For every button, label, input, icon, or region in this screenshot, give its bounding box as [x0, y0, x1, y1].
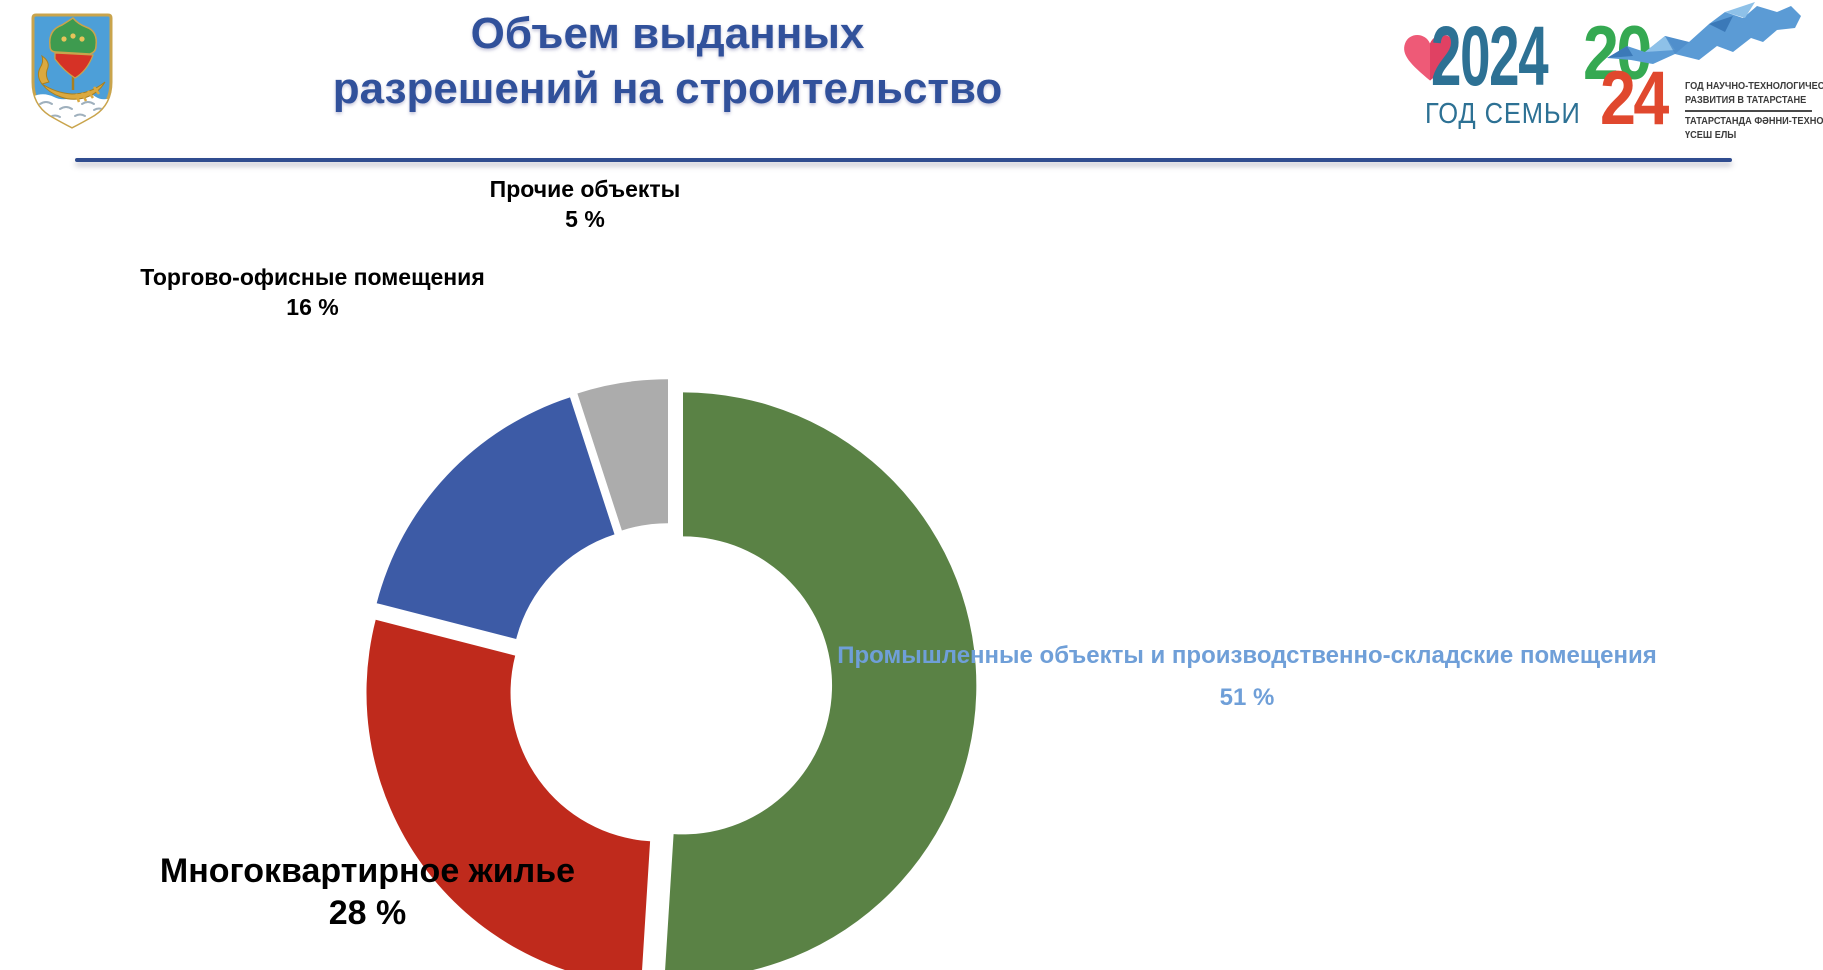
scitech-caption-line2: РАЗВИТИЯ В ТАТАРСТАНЕ [1685, 94, 1807, 106]
label-retail-office-percent: 16 % [286, 294, 339, 320]
page-title-line2: разрешений на строительство [332, 64, 1003, 113]
family-year-logo: 2024 ГОД СЕМЬИ [1395, 14, 1650, 140]
label-industrial-percent: 51 % [1219, 684, 1275, 711]
doughnut-slice-2 [376, 397, 615, 639]
label-retail-office-text: Торгово-офисные помещения [140, 264, 485, 290]
label-industrial: Промышленные объекты и производственно-с… [802, 641, 1692, 713]
doughnut-slice-1 [366, 619, 651, 970]
scitech-digits-24: 24 [1600, 56, 1669, 141]
page-title-line1: Объем выданных [470, 9, 865, 58]
family-year-number: 2024 [1431, 9, 1549, 103]
winged-leopard-icon [1607, 2, 1801, 64]
heart-icon [1404, 35, 1456, 81]
scitech-year-logo: 20 24 ГОД НАУЧНО-ТЕХНОЛОГИЧЕСКОГО РАЗВИТ… [1570, 0, 1823, 148]
family-year-caption: ГОД СЕМЬИ [1425, 98, 1581, 130]
header-divider [75, 158, 1732, 162]
doughnut-chart [366, 379, 977, 970]
label-other-objects-percent: 5 % [565, 206, 605, 232]
label-other-objects-text: Прочие объекты [489, 176, 681, 202]
scitech-caption-line1: ГОД НАУЧНО-ТЕХНОЛОГИЧЕСКОГО [1685, 81, 1823, 92]
page-title: Объем выданных разрешений на строительст… [295, 6, 1040, 116]
label-retail-office: Торгово-офисные помещения 16 % [110, 262, 515, 322]
scitech-caption-divider [1685, 110, 1812, 112]
scitech-caption: ГОД НАУЧНО-ТЕХНОЛОГИЧЕСКОГО РАЗВИТИЯ В Т… [1685, 80, 1823, 142]
label-apartment-housing: Многоквартирное жилье 28 % [115, 850, 620, 934]
label-other-objects: Прочие объекты 5 % [435, 174, 735, 234]
doughnut-slice-3 [577, 379, 668, 531]
label-industrial-text: Промышленные объекты и производственно-с… [837, 642, 1657, 669]
doughnut-slice-0 [665, 392, 977, 970]
label-apartment-housing-percent: 28 % [328, 894, 407, 932]
label-apartment-housing-text: Многоквартирное жилье [159, 852, 576, 890]
scitech-caption-line4: ҮСЕШ ЕЛЫ [1685, 129, 1737, 141]
scitech-caption-line3: ТАТАРСТАНДА ФӘННИ-ТЕХНОЛОГИК [1685, 116, 1823, 127]
coat-of-arms-icon [31, 13, 113, 129]
